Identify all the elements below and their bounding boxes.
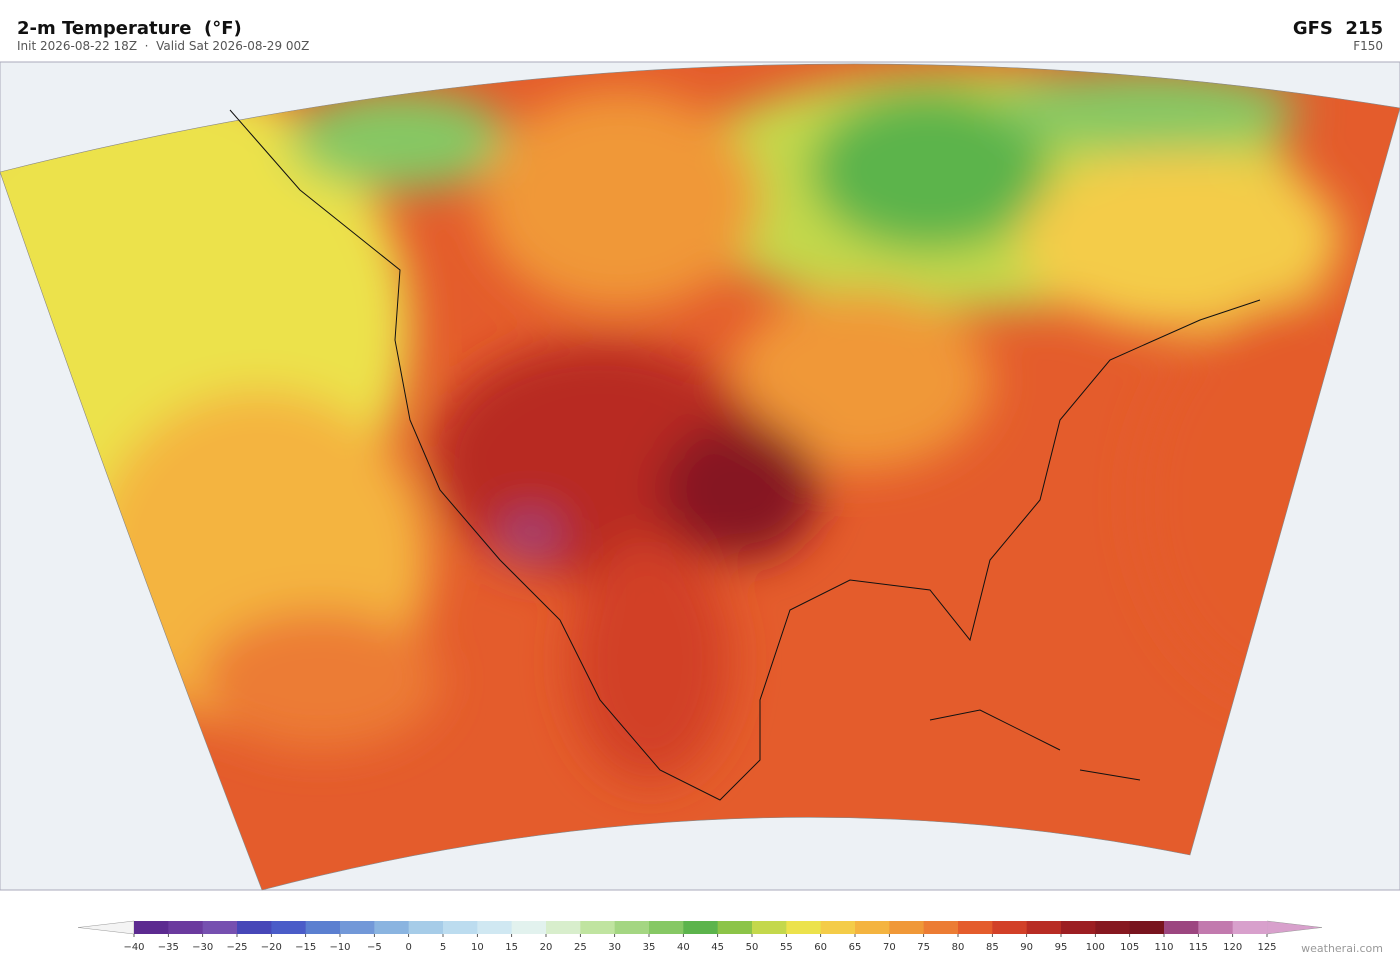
colorbar-tick-label: 115 (1189, 942, 1208, 953)
colorbar-bin (134, 921, 169, 934)
colorbar-bin (1198, 921, 1234, 934)
colorbar-bin (443, 921, 478, 934)
colorbar-tick-label: −35 (158, 942, 179, 953)
colorbar-bin (614, 921, 650, 934)
colorbar-bin (820, 921, 856, 934)
colorbar-tick-label: 110 (1154, 942, 1173, 953)
colorbar-bin (992, 921, 1028, 934)
subtitle: Init 2026-08-22 18Z · Valid Sat 2026-08-… (17, 39, 309, 53)
islands (929, 709, 1141, 781)
colorbar-tick-label: 75 (917, 942, 930, 953)
colorbar-bin (889, 921, 925, 934)
colorbar-tick-label: 35 (643, 942, 656, 953)
colorbar-bin (855, 921, 890, 934)
credit: weatherai.com (1301, 942, 1383, 955)
colorbar-bin (786, 921, 822, 934)
colorbar-bin (923, 921, 959, 934)
colorbar-tick-label: 55 (780, 942, 793, 953)
colorbar-bin (271, 921, 307, 934)
colorbar-tick-label: −20 (261, 942, 282, 953)
colorbar-tick-label: 85 (986, 942, 999, 953)
colorbar-tick-label: 25 (574, 942, 587, 953)
colorbar-bin (1061, 921, 1096, 934)
colorbar-bin (580, 921, 616, 934)
colorbar-tick-label: 125 (1257, 942, 1276, 953)
temperature-field (0, 63, 1400, 890)
colorbar-tick-label: 40 (677, 942, 690, 953)
colorbar-bin (717, 921, 753, 934)
colorbar-bin (340, 921, 375, 934)
colorbar-tick-label: 90 (1020, 942, 1033, 953)
colorbar-bin (546, 921, 581, 934)
colorbar-tick-label: 60 (814, 942, 827, 953)
colorbar-tick-label: 45 (711, 942, 724, 953)
colorbar-tick-label: 10 (471, 942, 484, 953)
colorbar-tick-label: 120 (1223, 942, 1242, 953)
colorbar-bin (649, 921, 684, 934)
map (0, 61, 1400, 891)
colorbar-bin (1232, 921, 1268, 934)
colorbar-tick-label: −40 (123, 942, 144, 953)
colorbar-bin (958, 921, 993, 934)
colorbar-bin (202, 921, 238, 934)
colorbar-tick-label: 15 (505, 942, 518, 953)
model: GFS 215 (1293, 18, 1383, 39)
colorbar-tick-label: 20 (540, 942, 553, 953)
colorbar-bin (477, 921, 513, 934)
colorbar-tick-label: 70 (883, 942, 896, 953)
colorbar-bin (168, 921, 204, 934)
colorbar-bin (237, 921, 272, 934)
colorbar-bin (511, 921, 547, 934)
colorbar-tick-label: 105 (1120, 942, 1139, 953)
domain-outline (0, 63, 1400, 891)
colorbar-tick-label: 95 (1055, 942, 1068, 953)
colorbar-tick-label: 65 (849, 942, 862, 953)
colorbar-bin (683, 921, 719, 934)
colorbar-bin (1164, 921, 1199, 934)
colorbar-over (1266, 920, 1323, 935)
colorbar-tick-label: −5 (367, 942, 382, 953)
colorbar-tick-label: 5 (440, 942, 446, 953)
colorbar-tick-label: 0 (405, 942, 411, 953)
colorbar: −40 −35 −30 −25 −20 −15 −10 −5 0 5 10 15 20 25 30 35 40 4… (77, 920, 1323, 953)
colorbar-bin (305, 921, 341, 934)
colorbar-bin (1026, 921, 1062, 934)
colorbar-tick-label: 30 (608, 942, 621, 953)
colorbar-bin (408, 921, 444, 934)
title: 2-m Temperature (°F) (17, 18, 242, 39)
colorbar-tick-label: −10 (329, 942, 350, 953)
colorbar-bin (1129, 921, 1165, 934)
colorbar-tick-label: −30 (192, 942, 213, 953)
colorbar-bin (1095, 921, 1131, 934)
colorbar-tick-label: 50 (746, 942, 759, 953)
colorbar-tick-label: −25 (226, 942, 247, 953)
coastline (229, 109, 1261, 801)
colorbar-tick-label: −15 (295, 942, 316, 953)
forecast-hour: F150 (1353, 39, 1383, 53)
colorbar-tick-label: 100 (1086, 942, 1105, 953)
colorbar-bin (374, 921, 410, 934)
colorbar-under (77, 920, 135, 935)
colorbar-tick-label: 80 (952, 942, 965, 953)
colorbar-bin (752, 921, 787, 934)
